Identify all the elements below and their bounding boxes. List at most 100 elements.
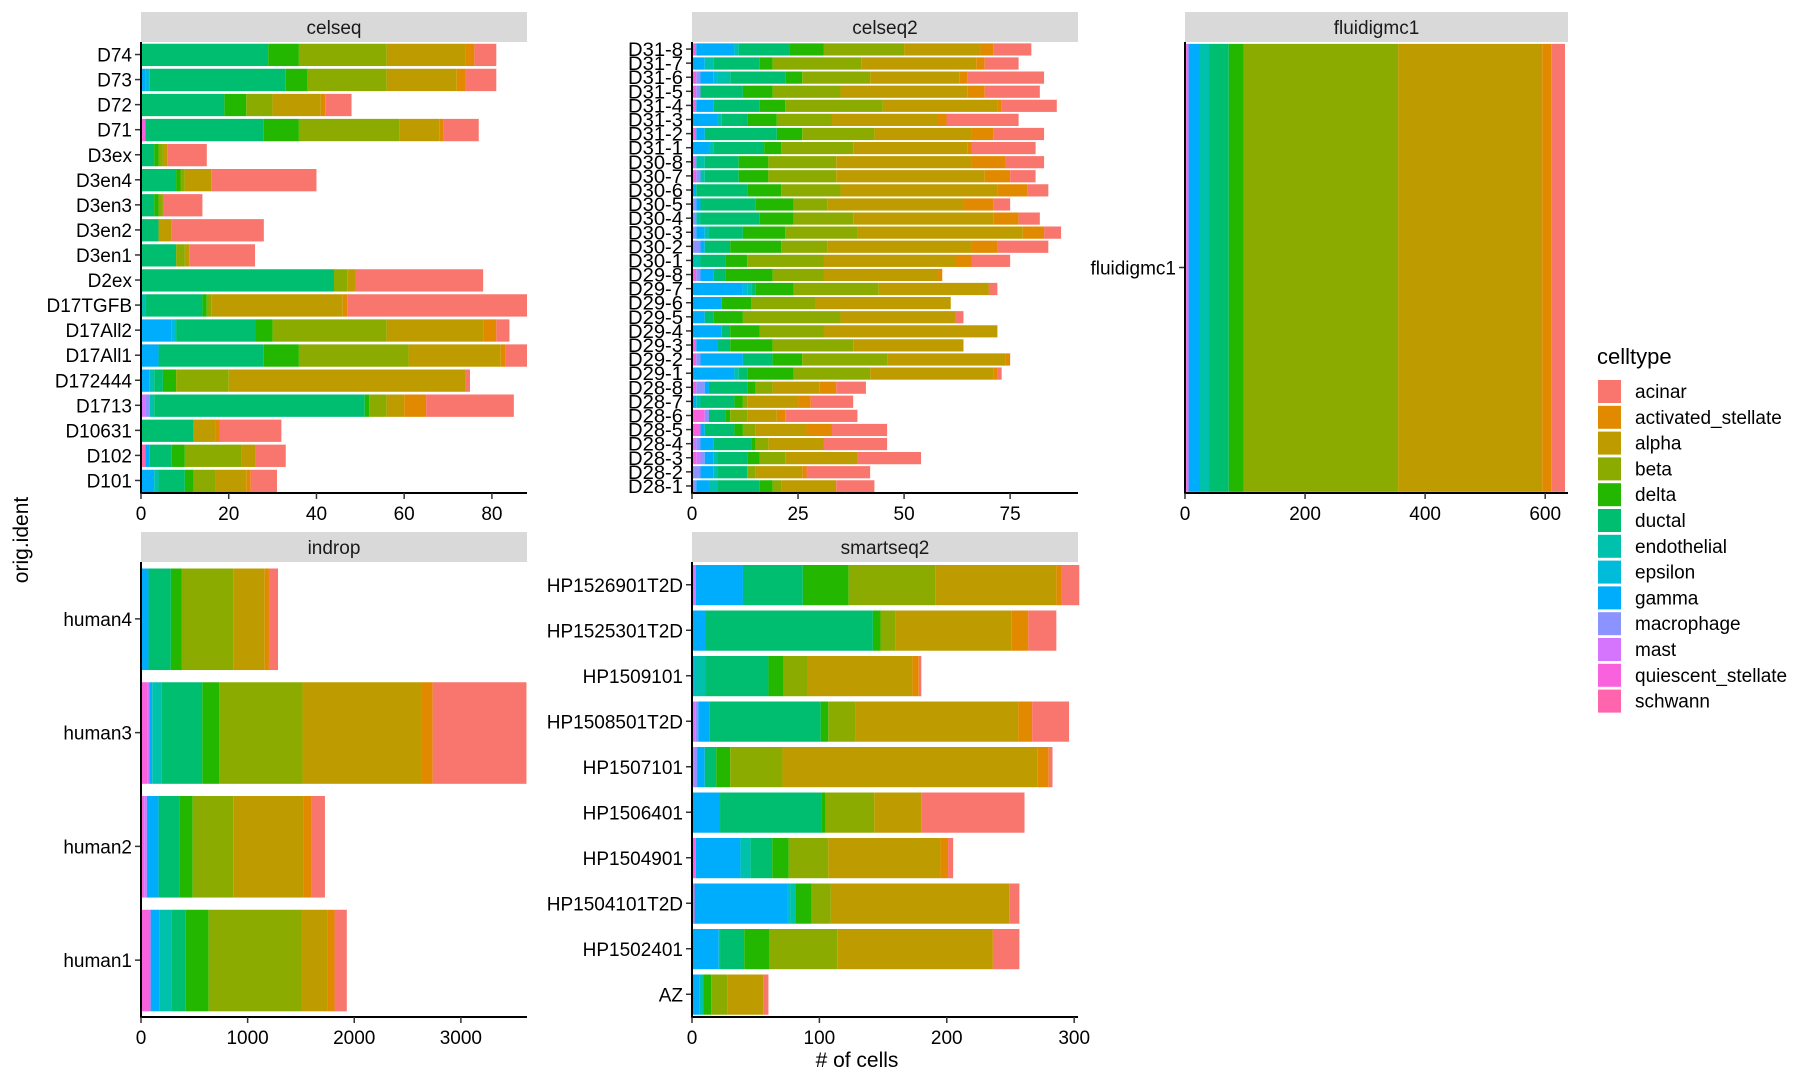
bar-segment-endothelial xyxy=(718,928,721,970)
bar-segment-alpha xyxy=(904,42,981,56)
legend-label: endothelial xyxy=(1635,537,1727,558)
bar-segment-gamma xyxy=(145,443,150,467)
bar-segment-quiescent_stellate xyxy=(692,98,697,112)
bar-segment-alpha xyxy=(823,324,998,338)
legend-swatch xyxy=(1598,431,1621,455)
bar-segment-ductal xyxy=(141,418,194,442)
bar-segment-delta xyxy=(725,268,773,282)
bar-segment-delta xyxy=(872,609,881,651)
bar-segment-beta xyxy=(180,168,185,192)
bar-segment-delta xyxy=(764,141,782,155)
bar-segment-beta xyxy=(176,368,229,392)
bar-segment-ductal xyxy=(708,409,726,422)
bar-segment-beta xyxy=(772,268,824,282)
bar-segment-gamma xyxy=(692,113,718,126)
bar-segment-gamma xyxy=(695,837,741,879)
bar-row xyxy=(692,210,1040,225)
bar-segment-alpha xyxy=(386,393,405,417)
bar-segment-gamma xyxy=(704,380,709,394)
bar-row xyxy=(692,253,1011,267)
bar-segment-delta xyxy=(785,70,803,84)
bar-segment-quiescent_stellate xyxy=(692,882,695,924)
bar-segment-alpha xyxy=(301,908,328,1012)
bar-segment-mast xyxy=(692,155,697,169)
bar-segment-acinar xyxy=(948,837,954,879)
bar-row xyxy=(141,167,317,192)
legend-item-gamma: gamma xyxy=(1598,586,1699,610)
bar-segment-acinar xyxy=(250,468,277,492)
y-tick-label: D31-6 xyxy=(628,68,683,89)
bar-row xyxy=(692,609,1057,651)
bar-segment-delta xyxy=(744,928,770,970)
bar-segment-ductal xyxy=(738,42,790,56)
y-tick-label: HP1504901 xyxy=(583,849,683,870)
bar-segment-delta xyxy=(755,282,794,296)
bar-segment-beta xyxy=(334,268,348,292)
y-tick-label: D30-7 xyxy=(628,167,683,188)
legend-item-acinar: acinar xyxy=(1598,380,1687,403)
bar-segment-acinar xyxy=(474,43,497,67)
bar-segment-ductal xyxy=(751,282,756,296)
bar-segment-mast xyxy=(692,700,696,742)
bar-segment-endothelial xyxy=(154,468,159,492)
bar-segment-acinar xyxy=(496,318,510,342)
bar-segment-gamma xyxy=(696,225,705,239)
bar-segment-acinar xyxy=(918,655,922,697)
y-tick-label: HP1509101 xyxy=(583,667,683,688)
bar-segment-acinar xyxy=(255,443,286,467)
bar-segment-alpha xyxy=(399,118,440,142)
legend-title: celltype xyxy=(1597,344,1672,369)
bar-row xyxy=(692,55,1019,70)
bar-segment-ductal xyxy=(713,268,726,282)
legend-label: gamma xyxy=(1635,588,1699,609)
bar-segment-activated_stellate xyxy=(806,423,832,437)
bar-segment-activated_stellate xyxy=(215,418,220,442)
bar-segment-acinar xyxy=(997,366,1002,380)
panel-fluidigmc1: fluidigmc1 fluidigmc1 0 200 400 600 xyxy=(1090,12,1568,525)
y-tick-label: D29-8 xyxy=(628,266,683,287)
bar-row xyxy=(692,836,954,879)
bar-segment-mast xyxy=(1186,43,1189,492)
bar-segment-activated_stellate xyxy=(465,43,475,67)
bar-segment-alpha xyxy=(347,268,356,292)
legend-swatch xyxy=(1598,509,1621,532)
bar-segment-gamma xyxy=(696,42,735,56)
bar-segment-ductal xyxy=(704,239,731,253)
bar-segment-gamma xyxy=(700,437,714,451)
bar-segment-beta xyxy=(742,394,748,408)
legend-item-beta: beta xyxy=(1598,457,1672,481)
bar-segment-alpha xyxy=(184,243,190,267)
legend-label: macrophage xyxy=(1635,614,1741,635)
bar-segment-activated_stellate xyxy=(1011,609,1029,651)
x-tick-label: 80 xyxy=(481,504,502,525)
bar-segment-beta xyxy=(1243,43,1399,492)
bar-segment-acinar xyxy=(810,394,854,408)
x-tick-label: 0 xyxy=(136,1028,147,1049)
bar-segment-gamma xyxy=(696,127,705,141)
bar-segment-activated_stellate xyxy=(993,211,1019,225)
legend-swatch xyxy=(1598,612,1621,636)
y-tick-label: D17All1 xyxy=(65,346,132,367)
bar-segment-gamma xyxy=(1188,43,1201,492)
bar-segment-delta xyxy=(184,468,194,492)
y-tick-label: D17TGFB xyxy=(46,296,132,317)
bar-segment-alpha xyxy=(782,746,1038,788)
bar-row xyxy=(692,98,1057,112)
legend-label: activated_stellate xyxy=(1635,408,1782,429)
bar-segment-alpha xyxy=(823,268,939,282)
bar-segment-activated_stellate xyxy=(971,155,1006,169)
bar-segment-alpha xyxy=(785,451,858,465)
bar-segment-beta xyxy=(730,409,748,422)
bar-segment-beta xyxy=(193,468,216,492)
bar-segment-alpha xyxy=(211,293,343,317)
y-tick-label: human2 xyxy=(63,837,132,858)
panel-indrop: indrop human4 human3 human2 human1 0 1000 2000 3… xyxy=(63,532,527,1049)
bar-segment-ductal xyxy=(158,468,185,492)
bar-row xyxy=(141,342,527,367)
y-tick-label: HP1507101 xyxy=(583,758,683,779)
bar-segment-acinar xyxy=(1032,700,1070,742)
bar-segment-delta xyxy=(747,183,782,197)
bar-segment-activated_stellate xyxy=(776,409,786,422)
bar-segment-alpha xyxy=(827,197,964,211)
strip-label: celseq2 xyxy=(852,18,918,39)
